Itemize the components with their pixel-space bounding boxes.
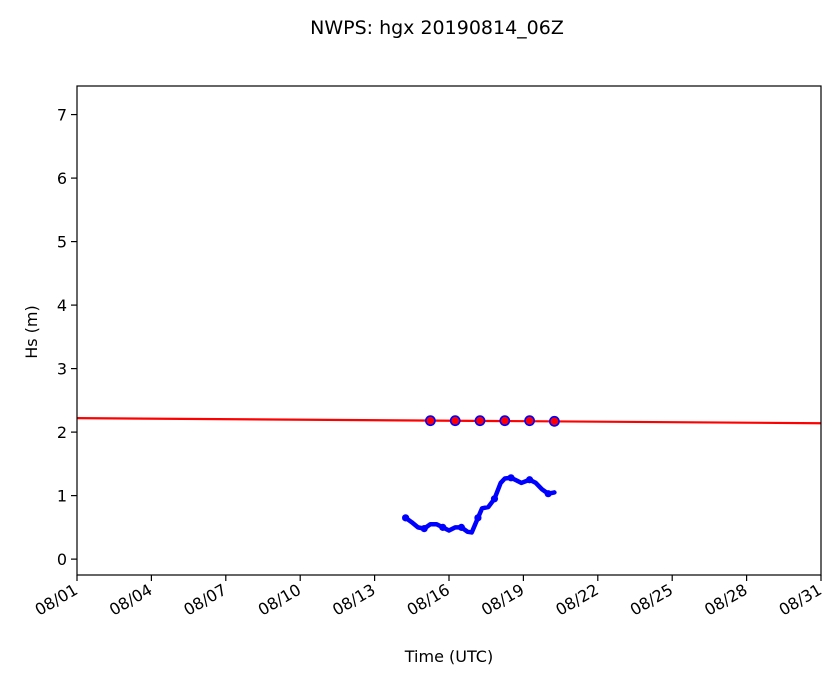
x-tick-label: 08/19 [478, 580, 527, 620]
x-tick-label: 08/04 [106, 580, 155, 620]
series-marker-1-1 [449, 415, 461, 427]
series-point-2-24 [544, 490, 552, 498]
x-axis-label: Time (UTC) [404, 647, 493, 666]
x-tick-label: 08/28 [701, 580, 750, 620]
x-tick-label: 08/25 [627, 580, 676, 620]
y-tick-label: 3 [57, 360, 67, 379]
y-tick-label: 6 [57, 169, 67, 188]
series-point-2-18 [507, 474, 515, 482]
x-tick-label: 08/13 [329, 580, 378, 620]
series-point-2-9 [457, 523, 465, 531]
series-marker-1-3 [499, 415, 511, 427]
x-axis: 08/01 08/04 08/07 08/10 08/13 08/16 08/19 08/22… [32, 575, 825, 620]
y-tick-label: 7 [57, 106, 67, 125]
x-tick-label: 08/07 [180, 580, 229, 620]
series-point-2-0 [402, 514, 410, 522]
y-tick-label: 1 [57, 487, 67, 506]
x-tick-label: 08/01 [32, 580, 81, 620]
series-point-2-15 [490, 495, 499, 503]
x-tick-label: 08/22 [552, 580, 601, 620]
series-marker-1-4 [524, 415, 535, 427]
series-marker-1-5 [549, 415, 560, 427]
chart-title: NWPS: hgx 20190814_06Z [310, 17, 564, 39]
y-tick-label: 4 [57, 296, 67, 315]
x-tick-label: 08/31 [776, 580, 825, 620]
y-tick-label: 2 [57, 423, 67, 442]
plot-area [77, 415, 821, 535]
y-tick-label: 0 [57, 550, 67, 569]
series-line-2 [403, 475, 557, 535]
y-axis-label: Hs (m) [22, 305, 41, 359]
x-tick-label: 08/10 [255, 580, 304, 620]
series-marker-1-2 [474, 415, 486, 427]
series-point-2-12 [474, 514, 482, 522]
series-marker-1-0 [424, 415, 436, 427]
series-line-0 [77, 417, 821, 425]
y-axis: 0 1 2 3 4 5 6 7 [57, 106, 77, 569]
series-point-2-3 [420, 525, 428, 533]
series-point-2-21 [526, 476, 534, 484]
plot-frame [76, 85, 822, 576]
series-point-2-6 [439, 523, 447, 531]
y-tick-label: 5 [57, 233, 67, 252]
x-tick-label: 08/16 [404, 580, 453, 620]
